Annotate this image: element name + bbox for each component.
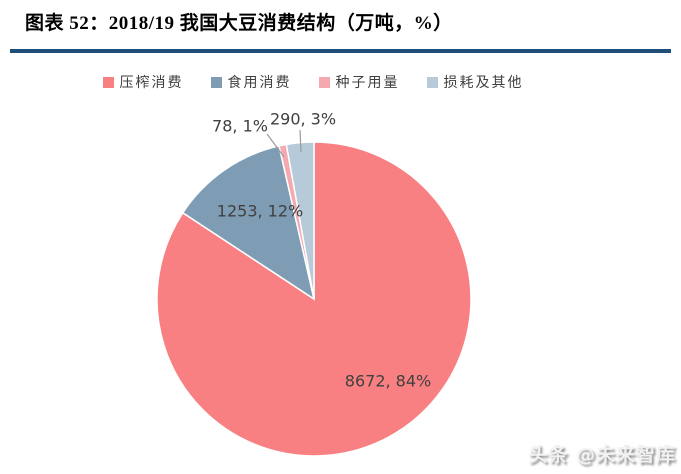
legend-item-4: 损耗及其他 [426,72,524,92]
figure-title: 图表 52：2018/19 我国大豆消费结构（万吨，%） [25,13,453,34]
pie-slice-2 [181,145,316,301]
title-divider [10,49,671,53]
legend-swatch-icon [210,76,222,88]
label-leader-line [299,129,302,153]
pie-data-label: 1253, 12% [216,201,304,221]
legend-swatch-icon [426,76,438,88]
pie-data-label: 290, 3% [269,109,337,129]
legend-item-2: 食用消费 [210,72,292,92]
legend-swatch-icon [102,76,114,88]
legend-label: 损耗及其他 [443,75,524,91]
pie-data-label: 8672, 84% [344,371,432,391]
pie-data-label: 78, 1% [212,116,268,136]
legend-label: 种子用量 [335,75,400,91]
legend-swatch-icon [318,76,330,88]
legend-label: 食用消费 [227,75,292,91]
legend-item-1: 压榨消费 [102,72,184,92]
legend-item-3: 种子用量 [318,72,400,92]
pie-slice-1 [156,141,472,457]
chart-legend: 压榨消费 食用消费 种子用量 损耗及其他 [0,72,626,92]
legend-label: 压榨消费 [119,75,184,91]
watermark: 头条 @未来智库 [528,444,676,466]
label-leader-line [266,133,285,158]
